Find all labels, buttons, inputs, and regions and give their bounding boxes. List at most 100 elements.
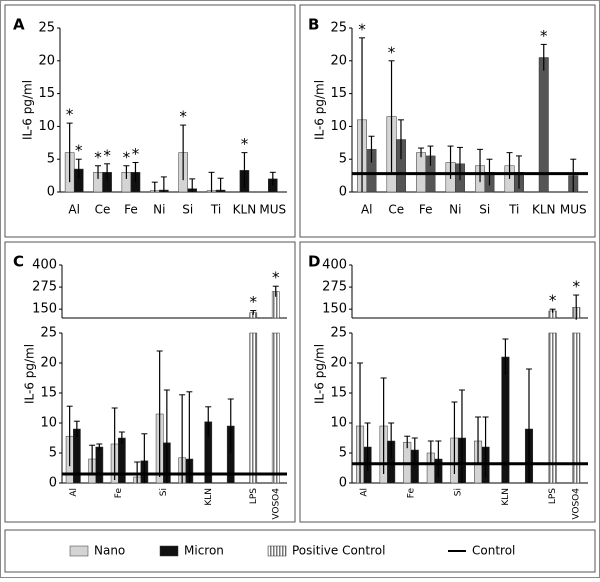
panel-box: [4, 241, 296, 523]
y-tick-label: 0: [49, 476, 57, 491]
y-axis-label: IL-6 pg/ml: [313, 80, 327, 140]
x-tick-label: KLN: [204, 488, 214, 506]
x-tick-label: MUS: [259, 203, 286, 217]
y-tick-label: 275: [322, 280, 347, 295]
significance-star: *: [388, 43, 396, 61]
y-tick-label: 5: [49, 446, 57, 461]
y-tick-label: 25: [40, 326, 57, 341]
y-tick-label: 400: [322, 258, 347, 273]
x-tick-label: VOSO4: [271, 488, 281, 520]
bar: [95, 446, 104, 484]
y-tick-label: 0: [47, 185, 55, 200]
legend-swatch: [69, 545, 89, 557]
y-tick-label: 20: [38, 53, 55, 68]
legend-box: [4, 529, 596, 573]
panel-box: [299, 4, 596, 238]
x-tick-label: VOSO4: [572, 488, 582, 520]
bar: [118, 437, 126, 484]
significance-star: *: [66, 106, 74, 124]
x-tick-label: Ce: [95, 203, 111, 217]
x-tick-label: Si: [479, 203, 490, 217]
y-tick-label: 25: [38, 21, 55, 36]
y-tick-label: 25: [330, 21, 347, 36]
x-tick-label: LPS: [548, 488, 558, 504]
x-tick-label: LPS: [249, 488, 259, 504]
y-tick-label: 20: [330, 356, 347, 371]
x-tick-label: Al: [361, 203, 373, 217]
legend-swatch: [267, 545, 287, 557]
y-tick-label: 150: [322, 302, 347, 317]
x-tick-label: Fe: [407, 488, 417, 499]
significance-star: *: [272, 269, 280, 287]
y-tick-label: 10: [330, 416, 347, 431]
panel-label: C: [13, 253, 24, 271]
bar: [249, 332, 258, 484]
panel-label: D: [308, 253, 320, 271]
significance-star: *: [549, 292, 557, 310]
x-tick-label: MUS: [560, 203, 587, 217]
significance-star: *: [94, 148, 102, 166]
x-tick-label: Ce: [388, 203, 404, 217]
x-tick-label: Fe: [419, 203, 433, 217]
x-tick-label: KLN: [501, 488, 511, 506]
x-tick-label: KLN: [532, 203, 556, 217]
significance-star: *: [132, 145, 140, 163]
y-axis-label: IL-6 pg/ml: [23, 344, 37, 404]
y-tick-label: 15: [38, 86, 55, 101]
significance-star: *: [179, 108, 187, 126]
panel-box: [299, 241, 596, 523]
y-axis-label: IL-6 pg/ml: [21, 80, 35, 140]
bar: [548, 332, 557, 484]
y-tick-label: 20: [40, 356, 57, 371]
y-tick-label: 15: [330, 86, 347, 101]
y-tick-label: 0: [339, 185, 347, 200]
x-tick-label: Ni: [449, 203, 461, 217]
y-tick-label: 10: [40, 416, 57, 431]
x-tick-label: Si: [182, 203, 193, 217]
y-tick-label: 0: [339, 476, 347, 491]
y-tick-label: 150: [32, 302, 57, 317]
significance-star: *: [358, 20, 366, 38]
x-tick-label: Fe: [124, 203, 138, 217]
y-tick-label: 15: [40, 386, 57, 401]
y-tick-label: 10: [38, 119, 55, 134]
y-tick-label: 10: [330, 119, 347, 134]
y-tick-label: 20: [330, 53, 347, 68]
x-tick-label: Al: [68, 203, 80, 217]
significance-star: *: [540, 27, 548, 45]
y-tick-label: 400: [32, 258, 57, 273]
x-tick-label: Si: [454, 488, 464, 496]
bar: [572, 332, 581, 484]
bar: [538, 57, 549, 193]
y-tick-label: 5: [47, 152, 55, 167]
x-tick-label: Si: [159, 488, 169, 496]
panel-box: [4, 4, 296, 238]
x-tick-label: Ni: [153, 203, 165, 217]
legend-label: Control: [472, 544, 515, 558]
y-tick-label: 5: [339, 446, 347, 461]
significance-star: *: [103, 146, 111, 164]
y-axis-label: IL-6 pg/ml: [313, 344, 327, 404]
legend-label: Micron: [184, 544, 224, 558]
significance-star: *: [241, 135, 249, 153]
x-tick-label: Al: [359, 488, 369, 497]
significance-star: *: [75, 142, 83, 160]
y-tick-label: 5: [339, 152, 347, 167]
legend-label: Nano: [94, 544, 125, 558]
y-tick-label: 275: [32, 280, 57, 295]
x-tick-label: Ti: [508, 203, 519, 217]
significance-star: *: [572, 278, 580, 296]
panel-label: A: [13, 16, 25, 34]
y-tick-label: 25: [330, 326, 347, 341]
panel-label: B: [308, 16, 319, 34]
legend-label: Positive Control: [292, 544, 385, 558]
significance-star: *: [123, 148, 131, 166]
significance-star: *: [250, 293, 258, 311]
x-tick-label: KLN: [233, 203, 257, 217]
x-tick-label: Fe: [114, 488, 124, 499]
x-tick-label: Ti: [210, 203, 221, 217]
y-tick-label: 15: [330, 386, 347, 401]
bar: [271, 332, 280, 484]
x-tick-label: Al: [69, 488, 79, 497]
